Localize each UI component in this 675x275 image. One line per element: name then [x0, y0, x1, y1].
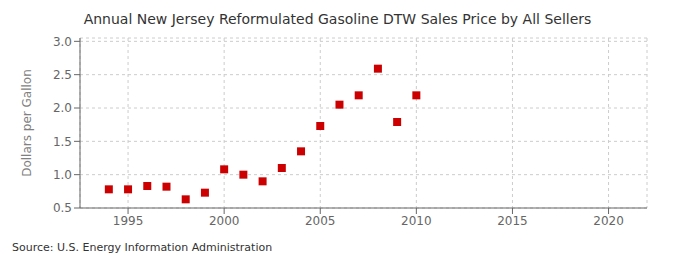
svg-text:0.5: 0.5 [53, 201, 72, 215]
html-text:Source: U.S. Energy Informatio: Source: U.S. Energy Information Administ… [12, 241, 273, 254]
svg-text:1995: 1995 [113, 214, 144, 228]
svg-text:2.0: 2.0 [53, 101, 72, 115]
svg-text:1.0: 1.0 [53, 168, 72, 182]
svg-text:3.0: 3.0 [53, 35, 72, 49]
svg-text:1.5: 1.5 [53, 135, 72, 149]
svg-text:2005: 2005 [305, 214, 336, 228]
svg-text:2015: 2015 [497, 214, 528, 228]
html-text:Annual New Jersey Reformulated: Annual New Jersey Reformulated Gasoline … [83, 11, 592, 27]
svg-text:2000: 2000 [209, 214, 240, 228]
svg-text:Dollars per Gallon: Dollars per Gallon [20, 69, 34, 177]
svg-text:2.5: 2.5 [53, 68, 72, 82]
svg-text:2010: 2010 [401, 214, 432, 228]
svg-text:2020: 2020 [593, 214, 624, 228]
